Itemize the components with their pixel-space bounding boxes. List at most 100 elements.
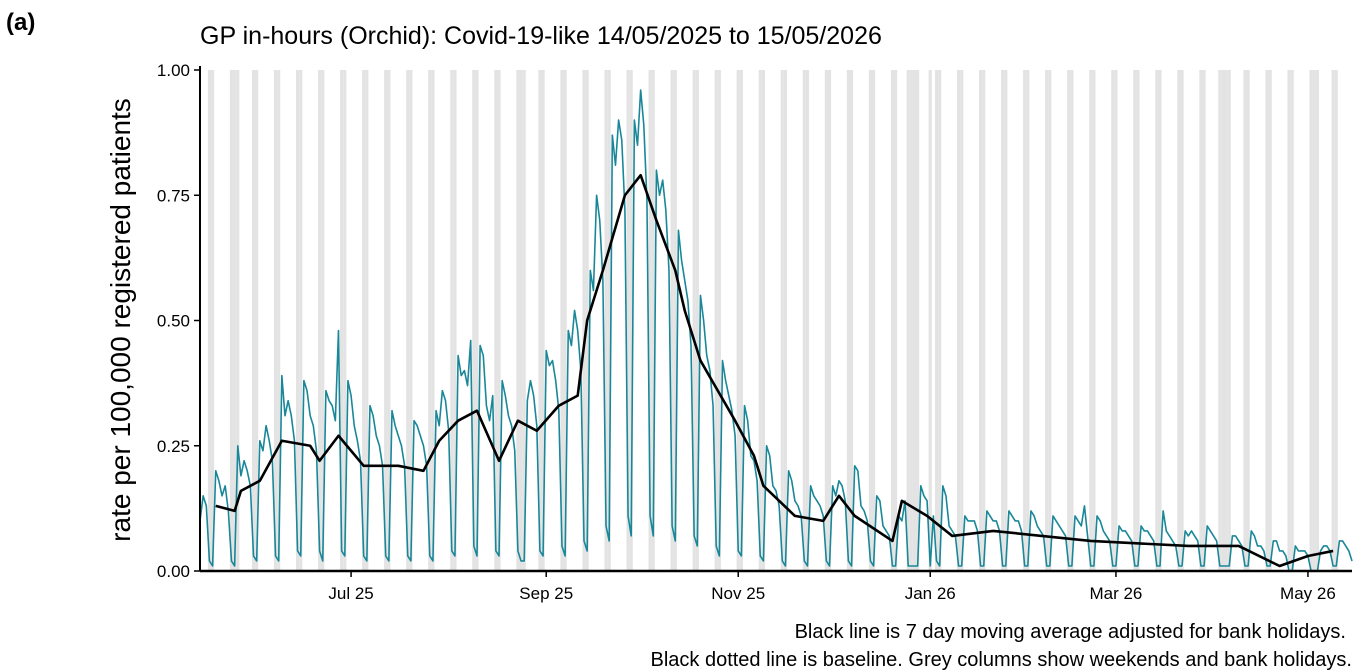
shade-column xyxy=(1287,70,1291,571)
shade-column xyxy=(912,70,917,571)
shade-column xyxy=(428,70,432,571)
shade-column xyxy=(607,70,611,571)
shade-column xyxy=(560,70,564,571)
shade-column xyxy=(783,70,788,571)
shade-column xyxy=(1111,70,1115,571)
shade-column xyxy=(736,70,740,571)
shade-column xyxy=(1309,70,1313,571)
shade-column xyxy=(497,70,501,571)
shade-column xyxy=(1334,70,1338,571)
shade-column xyxy=(717,70,721,571)
shade-column xyxy=(236,70,240,571)
shade-column xyxy=(1114,70,1118,571)
x-tick-label: Jul 25 xyxy=(328,584,373,603)
shade-column xyxy=(1155,70,1159,571)
shade-column xyxy=(409,70,413,571)
shade-column xyxy=(582,70,586,571)
shade-column xyxy=(538,70,542,571)
shade-column xyxy=(872,70,876,571)
shade-column xyxy=(1004,70,1008,571)
shade-column xyxy=(1045,70,1049,571)
shade-column xyxy=(233,70,237,571)
x-tick-label: Sep 25 xyxy=(519,584,573,603)
shade-column xyxy=(1312,70,1316,571)
y-axis-label: rate per 100,000 registered patients xyxy=(105,98,136,542)
shade-column xyxy=(846,70,850,571)
x-tick-label: Mar 26 xyxy=(1089,584,1142,603)
shade-column xyxy=(277,70,281,571)
footnote: Black line is 7 day moving average adjus… xyxy=(795,621,1346,643)
shade-column xyxy=(207,70,212,571)
shade-column xyxy=(758,70,762,571)
y-tick-label: 0.00 xyxy=(157,562,190,581)
shade-column xyxy=(979,70,983,571)
shade-column xyxy=(494,70,498,571)
shade-column xyxy=(739,70,743,571)
shade-column xyxy=(318,70,322,571)
shade-column xyxy=(519,70,523,571)
shade-column xyxy=(1070,70,1074,571)
chart-title: GP in-hours (Orchid): Covid-19-like 14/0… xyxy=(200,22,882,50)
shade-column xyxy=(651,70,655,571)
shade-column xyxy=(960,70,964,571)
shade-column xyxy=(890,70,895,571)
shade-column xyxy=(563,70,567,571)
shade-column xyxy=(1092,70,1096,571)
shade-column xyxy=(714,70,718,571)
y-tick-label: 0.25 xyxy=(157,437,190,456)
x-tick-label: May 26 xyxy=(1280,584,1336,603)
footnote: Black dotted line is baseline. Grey colu… xyxy=(650,649,1352,671)
shade-column xyxy=(934,70,939,571)
shade-column xyxy=(916,70,920,571)
shade-column xyxy=(1089,70,1093,571)
shade-column xyxy=(475,70,479,571)
shade-column xyxy=(211,70,215,571)
shade-column xyxy=(1026,70,1030,571)
shade-column xyxy=(670,70,674,571)
shade-column xyxy=(928,70,932,571)
shade-column xyxy=(648,70,652,571)
shade-column xyxy=(387,70,391,571)
shade-column xyxy=(362,70,366,571)
shade-column xyxy=(299,70,303,571)
shade-column xyxy=(1227,70,1231,571)
shade-column xyxy=(695,70,699,571)
shade-column xyxy=(229,70,234,571)
shade-column xyxy=(1315,70,1319,571)
shade-column xyxy=(780,70,784,571)
shade-column xyxy=(909,70,913,571)
shade-column xyxy=(251,70,256,571)
shade-column xyxy=(1290,70,1294,571)
shade-column xyxy=(1023,70,1027,571)
shade-column xyxy=(1224,70,1228,571)
shade-column xyxy=(1268,70,1272,571)
shade-column xyxy=(982,70,986,571)
shade-column xyxy=(340,70,344,571)
shade-column xyxy=(894,70,898,571)
shade-column xyxy=(255,70,259,571)
shade-column xyxy=(296,70,300,571)
shade-column xyxy=(906,70,910,571)
series-line xyxy=(215,173,1334,568)
shade-column xyxy=(1048,70,1052,571)
shade-column xyxy=(849,70,854,571)
shade-column xyxy=(522,70,526,571)
shade-column xyxy=(1202,70,1206,571)
shade-column xyxy=(629,70,633,571)
shade-column xyxy=(365,70,369,571)
shade-column xyxy=(827,70,832,571)
shade-column xyxy=(802,70,806,571)
shade-column xyxy=(1158,70,1162,571)
shade-column xyxy=(1221,70,1225,571)
shade-column xyxy=(453,70,457,571)
shade-column xyxy=(343,70,347,571)
shade-column xyxy=(1067,70,1071,571)
shade-column xyxy=(516,70,520,571)
shade-column xyxy=(805,70,810,571)
x-tick-label: Jan 26 xyxy=(905,584,956,603)
y-tick-label: 0.75 xyxy=(157,186,190,205)
shade-column xyxy=(406,70,410,571)
shade-column xyxy=(1243,70,1247,571)
shade-column xyxy=(384,70,388,571)
